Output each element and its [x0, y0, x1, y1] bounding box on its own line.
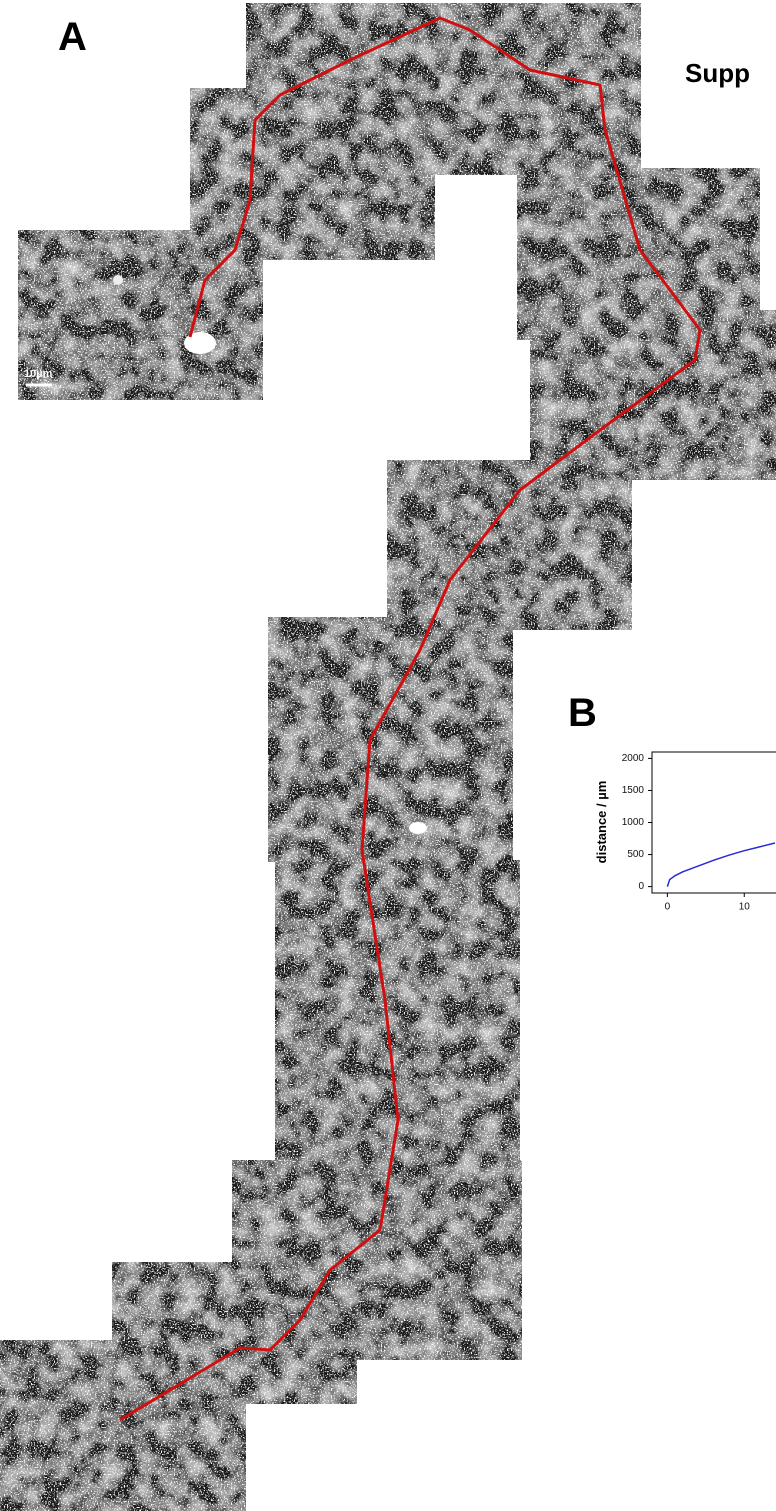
panel-label: B [568, 691, 597, 735]
micrograph-tiles [0, 3, 776, 1511]
scale-bar-label: 10µm [24, 368, 53, 380]
y-axis-label: distance / µm [594, 781, 609, 864]
x-tick-label: 10 [739, 902, 751, 913]
y-tick-label: 500 [627, 849, 644, 860]
cell-body [113, 275, 123, 285]
cell-body [409, 822, 427, 834]
data-line [666, 842, 776, 887]
plot-frame [651, 751, 776, 894]
cell-body [184, 332, 216, 354]
x-tick-label: 0 [665, 902, 671, 913]
panel-label: A [58, 15, 87, 59]
y-tick-label: 1000 [622, 817, 645, 828]
title: Supp [685, 58, 750, 88]
y-tick-label: 1500 [622, 785, 645, 796]
y-tick-label: 0 [638, 881, 644, 892]
axon-trace [119, 16, 702, 1422]
y-tick-label: 2000 [622, 753, 645, 764]
